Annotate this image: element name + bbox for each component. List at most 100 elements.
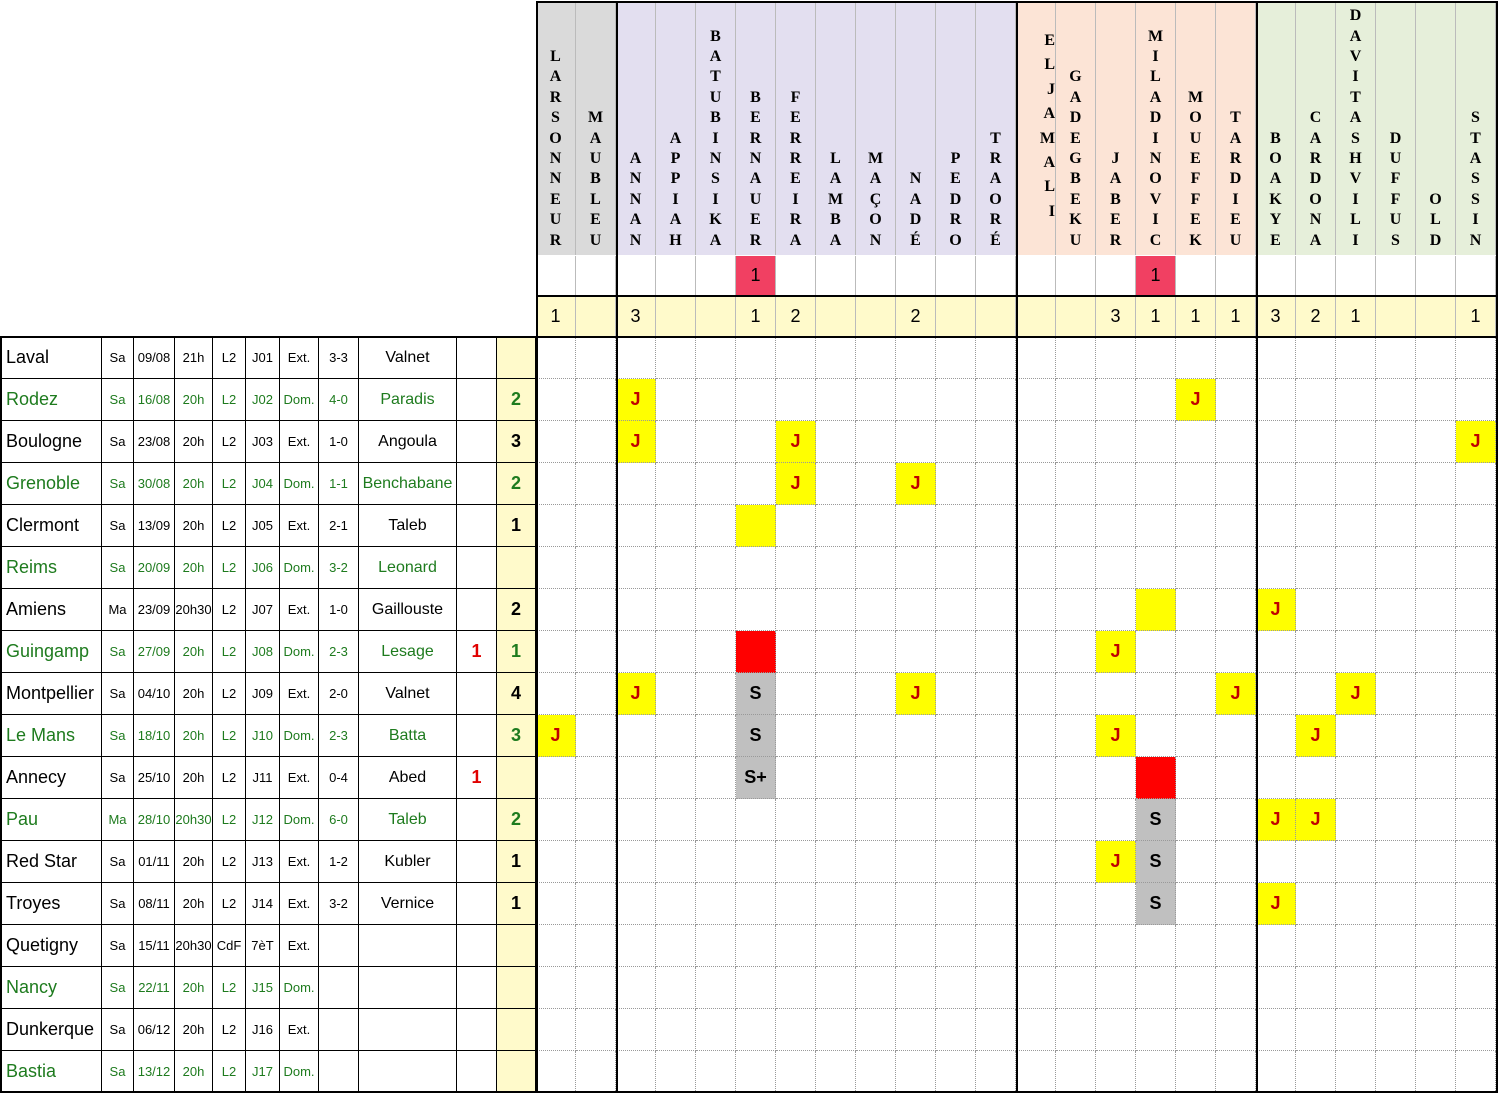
empty-cell — [776, 1009, 816, 1051]
match-referee: Paradis — [359, 379, 457, 421]
empty-cell — [816, 757, 856, 799]
match-referee — [359, 967, 457, 1009]
empty-cell — [776, 925, 816, 967]
match-score: 1-0 — [319, 589, 359, 631]
empty-cell — [776, 1051, 816, 1093]
match-time: 20h — [175, 757, 213, 799]
empty-cell — [1176, 421, 1216, 463]
empty-cell — [1256, 379, 1296, 421]
empty-cell — [936, 463, 976, 505]
red-card-total: 1 — [736, 256, 776, 296]
match-score: 2-1 — [319, 505, 359, 547]
match-round: J07 — [246, 589, 280, 631]
empty-cell — [976, 925, 1016, 967]
card-cell: J — [1176, 379, 1216, 421]
empty-cell — [1416, 379, 1456, 421]
empty-cell — [1176, 1051, 1216, 1093]
match-reds — [457, 1009, 497, 1051]
empty-cell — [1456, 547, 1496, 589]
match-time: 20h — [175, 715, 213, 757]
match-score: 1-1 — [319, 463, 359, 505]
empty-cell — [1336, 925, 1376, 967]
empty-cell — [1376, 925, 1416, 967]
empty-cell — [1256, 463, 1296, 505]
match-reds — [457, 505, 497, 547]
empty-cell — [776, 967, 816, 1009]
yellow-card-total: 3 — [1256, 296, 1296, 336]
empty-cell — [1096, 1051, 1136, 1093]
match-comp: L2 — [213, 841, 246, 883]
empty-cell — [1296, 883, 1336, 925]
empty-cell — [856, 631, 896, 673]
empty-cell — [1216, 547, 1256, 589]
empty-cell — [976, 547, 1016, 589]
empty-cell — [1016, 925, 1056, 967]
table-left-border — [0, 336, 2, 1093]
empty-cell — [976, 841, 1016, 883]
empty-cell — [1016, 673, 1056, 715]
match-date: 08/11 — [134, 883, 175, 925]
empty-cell — [1416, 547, 1456, 589]
red-card-total: 1 — [1136, 256, 1176, 296]
empty-cell — [736, 379, 776, 421]
card-cell: J — [536, 715, 576, 757]
empty-cell — [536, 547, 576, 589]
empty-cell — [736, 337, 776, 379]
empty-cell — [1376, 967, 1416, 1009]
empty-cell — [1096, 421, 1136, 463]
match-comp: L2 — [213, 463, 246, 505]
empty-cell — [1096, 967, 1136, 1009]
match-round: J03 — [246, 421, 280, 463]
empty-cell — [1336, 505, 1376, 547]
empty-cell — [1216, 337, 1256, 379]
empty-cell — [1216, 925, 1256, 967]
empty-cell — [536, 841, 576, 883]
empty-cell — [576, 799, 616, 841]
match-score: 2-3 — [319, 715, 359, 757]
empty-cell — [616, 925, 656, 967]
empty-cell — [776, 547, 816, 589]
match-reds — [457, 337, 497, 379]
empty-cell — [1136, 505, 1176, 547]
match-yellows — [497, 1051, 536, 1093]
empty-cell — [1376, 841, 1416, 883]
match-day: Sa — [102, 883, 134, 925]
empty-cell — [1216, 841, 1256, 883]
empty-cell — [1136, 1051, 1176, 1093]
yellow-card-total: 1 — [1336, 296, 1376, 336]
card-cell: J — [1096, 841, 1136, 883]
match-reds — [457, 673, 497, 715]
match-yellows — [497, 337, 536, 379]
empty-cell — [1016, 757, 1056, 799]
match-yellows — [497, 925, 536, 967]
empty-cell — [656, 337, 696, 379]
empty-cell — [576, 547, 616, 589]
empty-cell — [1456, 883, 1496, 925]
empty-cell — [856, 841, 896, 883]
match-round: J13 — [246, 841, 280, 883]
empty-cell — [1216, 799, 1256, 841]
empty-cell — [736, 799, 776, 841]
empty-cell — [1136, 715, 1176, 757]
empty-cell — [936, 379, 976, 421]
red-card-total — [1376, 256, 1416, 296]
empty-cell — [656, 379, 696, 421]
empty-cell — [1056, 925, 1096, 967]
empty-cell — [856, 379, 896, 421]
match-comp: L2 — [213, 1009, 246, 1051]
empty-cell — [976, 799, 1016, 841]
match-time: 20h — [175, 967, 213, 1009]
match-reds — [457, 1051, 497, 1093]
empty-cell — [1016, 505, 1056, 547]
match-yellows: 2 — [497, 379, 536, 421]
empty-cell — [896, 799, 936, 841]
match-round: J08 — [246, 631, 280, 673]
empty-cell — [776, 673, 816, 715]
empty-cell — [856, 463, 896, 505]
match-opponent: Clermont — [2, 505, 102, 547]
empty-cell — [696, 967, 736, 1009]
yellow-card-total — [1416, 296, 1456, 336]
match-time: 20h30 — [175, 925, 213, 967]
